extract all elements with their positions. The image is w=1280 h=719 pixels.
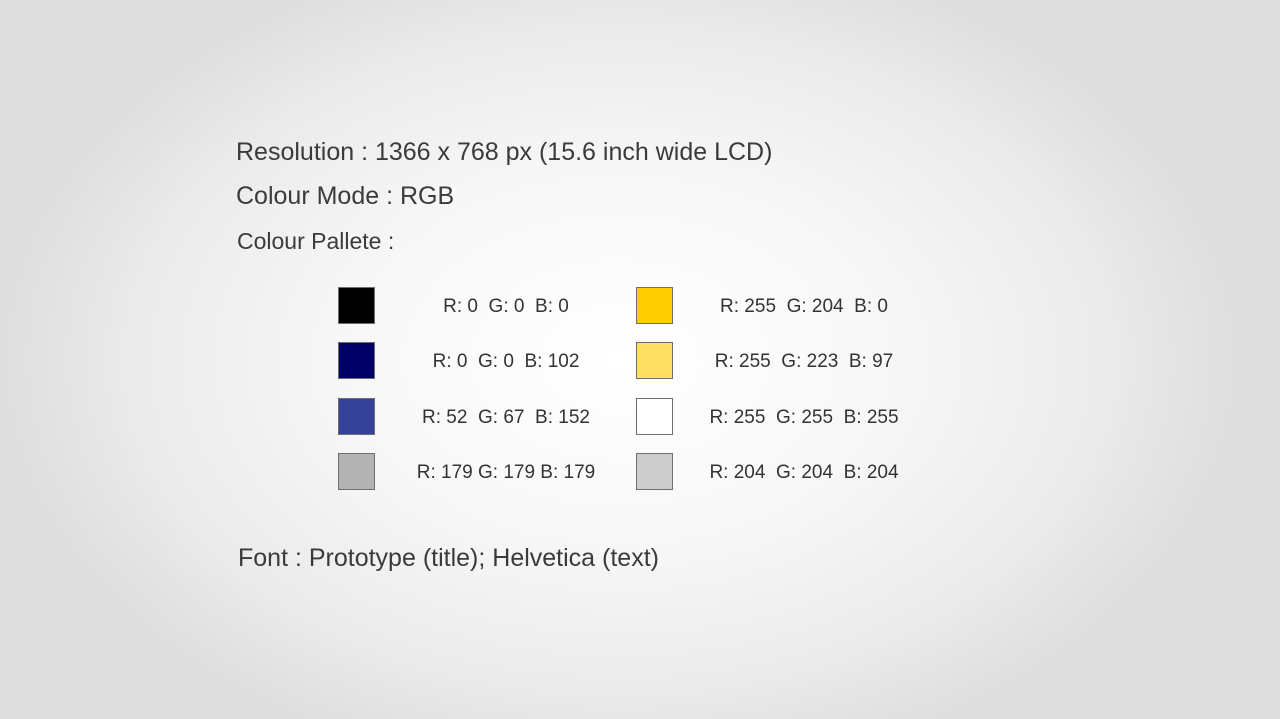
resolution-spec: Resolution : 1366 x 768 px (15.6 inch wi…	[236, 138, 773, 166]
colour-mode-spec: Colour Mode : RGB	[236, 182, 455, 210]
swatch-label: R: 0 G: 0 B: 102	[432, 351, 580, 372]
swatch-label: R: 204 G: 204 B: 204	[709, 462, 899, 483]
colour-swatch	[636, 398, 673, 435]
swatch-label: R: 255 G: 223 B: 97	[714, 351, 894, 372]
font-spec: Font : Prototype (title); Helvetica (tex…	[238, 544, 659, 572]
colour-swatch	[338, 453, 375, 490]
swatch-label: R: 179 G: 179 B: 179	[416, 462, 596, 483]
colour-palette-heading: Colour Pallete :	[237, 228, 395, 254]
swatch-label: R: 255 G: 204 B: 0	[720, 296, 888, 317]
swatch-label: R: 52 G: 67 B: 152	[422, 407, 590, 428]
colour-swatch	[636, 287, 673, 324]
colour-swatch	[636, 453, 673, 490]
colour-swatch	[338, 342, 375, 379]
swatch-label: R: 255 G: 255 B: 255	[709, 407, 899, 428]
colour-swatch	[338, 398, 375, 435]
colour-swatch	[636, 342, 673, 379]
colour-swatch	[338, 287, 375, 324]
swatch-label: R: 0 G: 0 B: 0	[443, 296, 569, 317]
